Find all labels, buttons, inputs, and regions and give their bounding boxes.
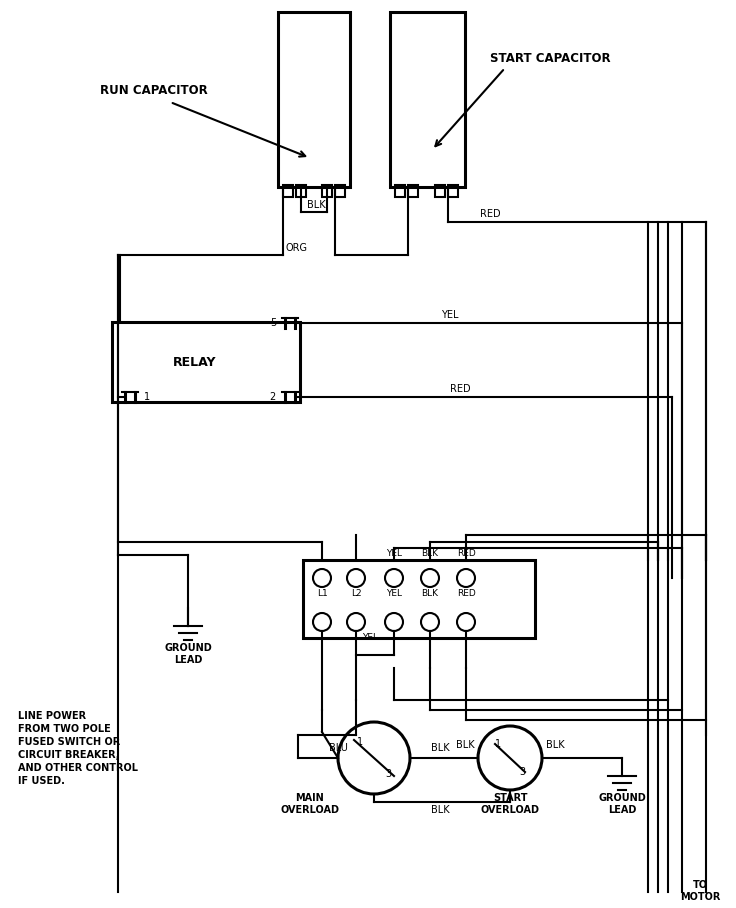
Text: 3: 3 <box>385 769 391 779</box>
Text: OVERLOAD: OVERLOAD <box>481 805 539 815</box>
Text: FUSED SWITCH OR: FUSED SWITCH OR <box>18 737 120 747</box>
Text: IF USED.: IF USED. <box>18 776 65 786</box>
Text: LEAD: LEAD <box>174 655 202 665</box>
Text: START CAPACITOR: START CAPACITOR <box>490 52 611 64</box>
Text: LINE POWER: LINE POWER <box>18 711 86 721</box>
Text: YEL: YEL <box>386 549 402 558</box>
Text: OVERLOAD: OVERLOAD <box>280 805 339 815</box>
Bar <box>435 185 445 197</box>
Text: MAIN: MAIN <box>296 793 325 803</box>
Bar <box>278 12 350 187</box>
Text: CIRCUIT BREAKER,: CIRCUIT BREAKER, <box>18 750 119 760</box>
Text: YEL: YEL <box>386 589 402 598</box>
Text: FROM TWO POLE: FROM TWO POLE <box>18 724 110 734</box>
Text: START: START <box>492 793 527 803</box>
Text: AND OTHER CONTROL: AND OTHER CONTROL <box>18 763 138 773</box>
Bar <box>390 12 465 187</box>
Text: BLK: BLK <box>431 743 449 753</box>
Bar <box>112 322 300 402</box>
Text: BLK: BLK <box>545 740 565 750</box>
Text: BLK: BLK <box>431 805 449 815</box>
Text: RED: RED <box>456 549 475 558</box>
Text: YEL: YEL <box>362 633 378 641</box>
Bar <box>283 185 293 197</box>
Text: RELAY: RELAY <box>173 356 216 369</box>
Bar <box>296 185 306 197</box>
Text: 1: 1 <box>495 739 501 749</box>
Bar <box>303 560 535 638</box>
Bar <box>395 185 405 197</box>
Text: MOTOR: MOTOR <box>680 892 721 902</box>
Text: YEL: YEL <box>442 310 459 320</box>
Text: 2: 2 <box>270 392 276 402</box>
Text: ORG: ORG <box>285 243 307 253</box>
Text: BLK: BLK <box>456 740 474 750</box>
Text: RUN CAPACITOR: RUN CAPACITOR <box>100 84 208 96</box>
Text: 1: 1 <box>144 392 150 402</box>
Text: GROUND: GROUND <box>164 643 212 653</box>
Bar <box>335 185 345 197</box>
Bar <box>408 185 418 197</box>
Text: LEAD: LEAD <box>608 805 636 815</box>
Text: 5: 5 <box>270 318 276 328</box>
Text: BLK: BLK <box>422 549 439 558</box>
Text: RED: RED <box>450 384 470 394</box>
Text: RED: RED <box>456 589 475 598</box>
Text: TO: TO <box>693 880 707 890</box>
Bar <box>448 185 458 197</box>
Text: 1: 1 <box>357 737 363 747</box>
Text: RED: RED <box>480 209 500 219</box>
Text: L2: L2 <box>350 589 361 598</box>
Text: BLK: BLK <box>422 589 439 598</box>
Bar <box>322 185 332 197</box>
Text: L1: L1 <box>316 589 328 598</box>
Text: 3: 3 <box>519 767 525 777</box>
Text: BLK: BLK <box>307 200 325 210</box>
Text: BLU: BLU <box>328 743 347 753</box>
Text: GROUND: GROUND <box>598 793 646 803</box>
